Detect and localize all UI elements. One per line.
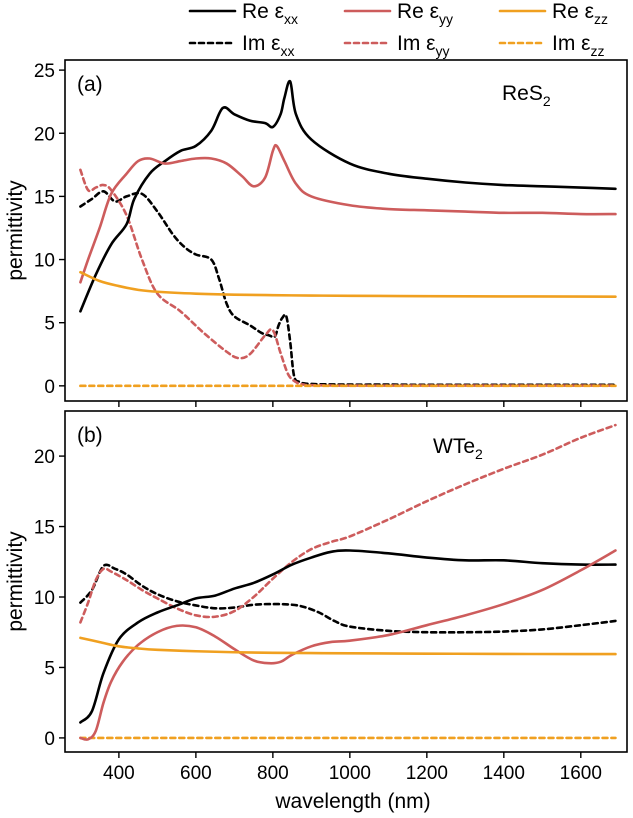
y-tick-label: 15	[34, 518, 55, 539]
series-re-eps-zz	[79, 270, 617, 298]
legend-label-3: Re εzz	[552, 0, 608, 27]
y-tick-label: 10	[34, 588, 55, 609]
series-re-eps-xx	[79, 79, 617, 313]
legend-label-2: Re εyy	[397, 0, 453, 27]
panel-b-wte2: 0 5 10 15 20 400 600 800 1000 1200 1400 1600 permitt…	[4, 410, 628, 784]
series-im-eps-yy	[79, 423, 617, 624]
x-tick-label: 1200	[406, 763, 448, 784]
panel-letter: (a)	[77, 73, 103, 96]
x-axis-label: wavelength (nm)	[274, 790, 430, 813]
plot-frame	[64, 59, 628, 402]
material-label: WTe2	[433, 435, 483, 462]
series-re-eps-yy	[79, 549, 617, 741]
series-re-eps-zz	[79, 636, 617, 656]
legend-label-5: Im εyy	[397, 32, 450, 59]
x-tick-label: 600	[180, 763, 212, 784]
series-im-eps-yy	[79, 168, 617, 387]
y-tick-label: 0	[44, 377, 55, 398]
y-tick-label: 5	[44, 314, 55, 335]
series-group	[79, 79, 617, 388]
y-tick-label: 25	[34, 61, 55, 82]
x-tick-label: 1600	[560, 763, 602, 784]
legend-label-6: Im εzz	[552, 32, 605, 59]
legend-label-1: Re εxx	[242, 0, 298, 27]
y-tick-label: 10	[34, 251, 55, 272]
y-tick-label: 5	[44, 658, 55, 679]
series-im-eps-xx	[79, 563, 617, 634]
series-re-eps-xx	[79, 549, 617, 724]
y-tick-label: 20	[34, 447, 55, 468]
y-tick-label: 0	[44, 729, 55, 750]
panel-a-res2: 0 5 10 15 20 25 permittivity (a) ReS2	[4, 59, 628, 407]
legend: Re εxx Re εyy Re εzz Im εxx Im εyy Im εzz	[188, 0, 608, 59]
legend-label-4: Im εxx	[242, 32, 295, 59]
x-tick-label: 1000	[329, 763, 371, 784]
series-group	[79, 423, 617, 741]
series-im-eps-xx	[79, 190, 617, 387]
y-tick-label: 15	[34, 187, 55, 208]
y-tick-label: 20	[34, 124, 55, 145]
y-axis-label: permittivity	[4, 531, 27, 632]
series-re-eps-yy	[79, 143, 617, 284]
plot-frame	[64, 410, 628, 753]
panel-letter: (b)	[77, 424, 103, 447]
material-label: ReS2	[502, 82, 551, 109]
y-axis-label: permittivity	[4, 180, 27, 281]
x-tick-label: 400	[103, 763, 135, 784]
x-tick-label: 1400	[483, 763, 525, 784]
x-tick-label: 800	[257, 763, 289, 784]
